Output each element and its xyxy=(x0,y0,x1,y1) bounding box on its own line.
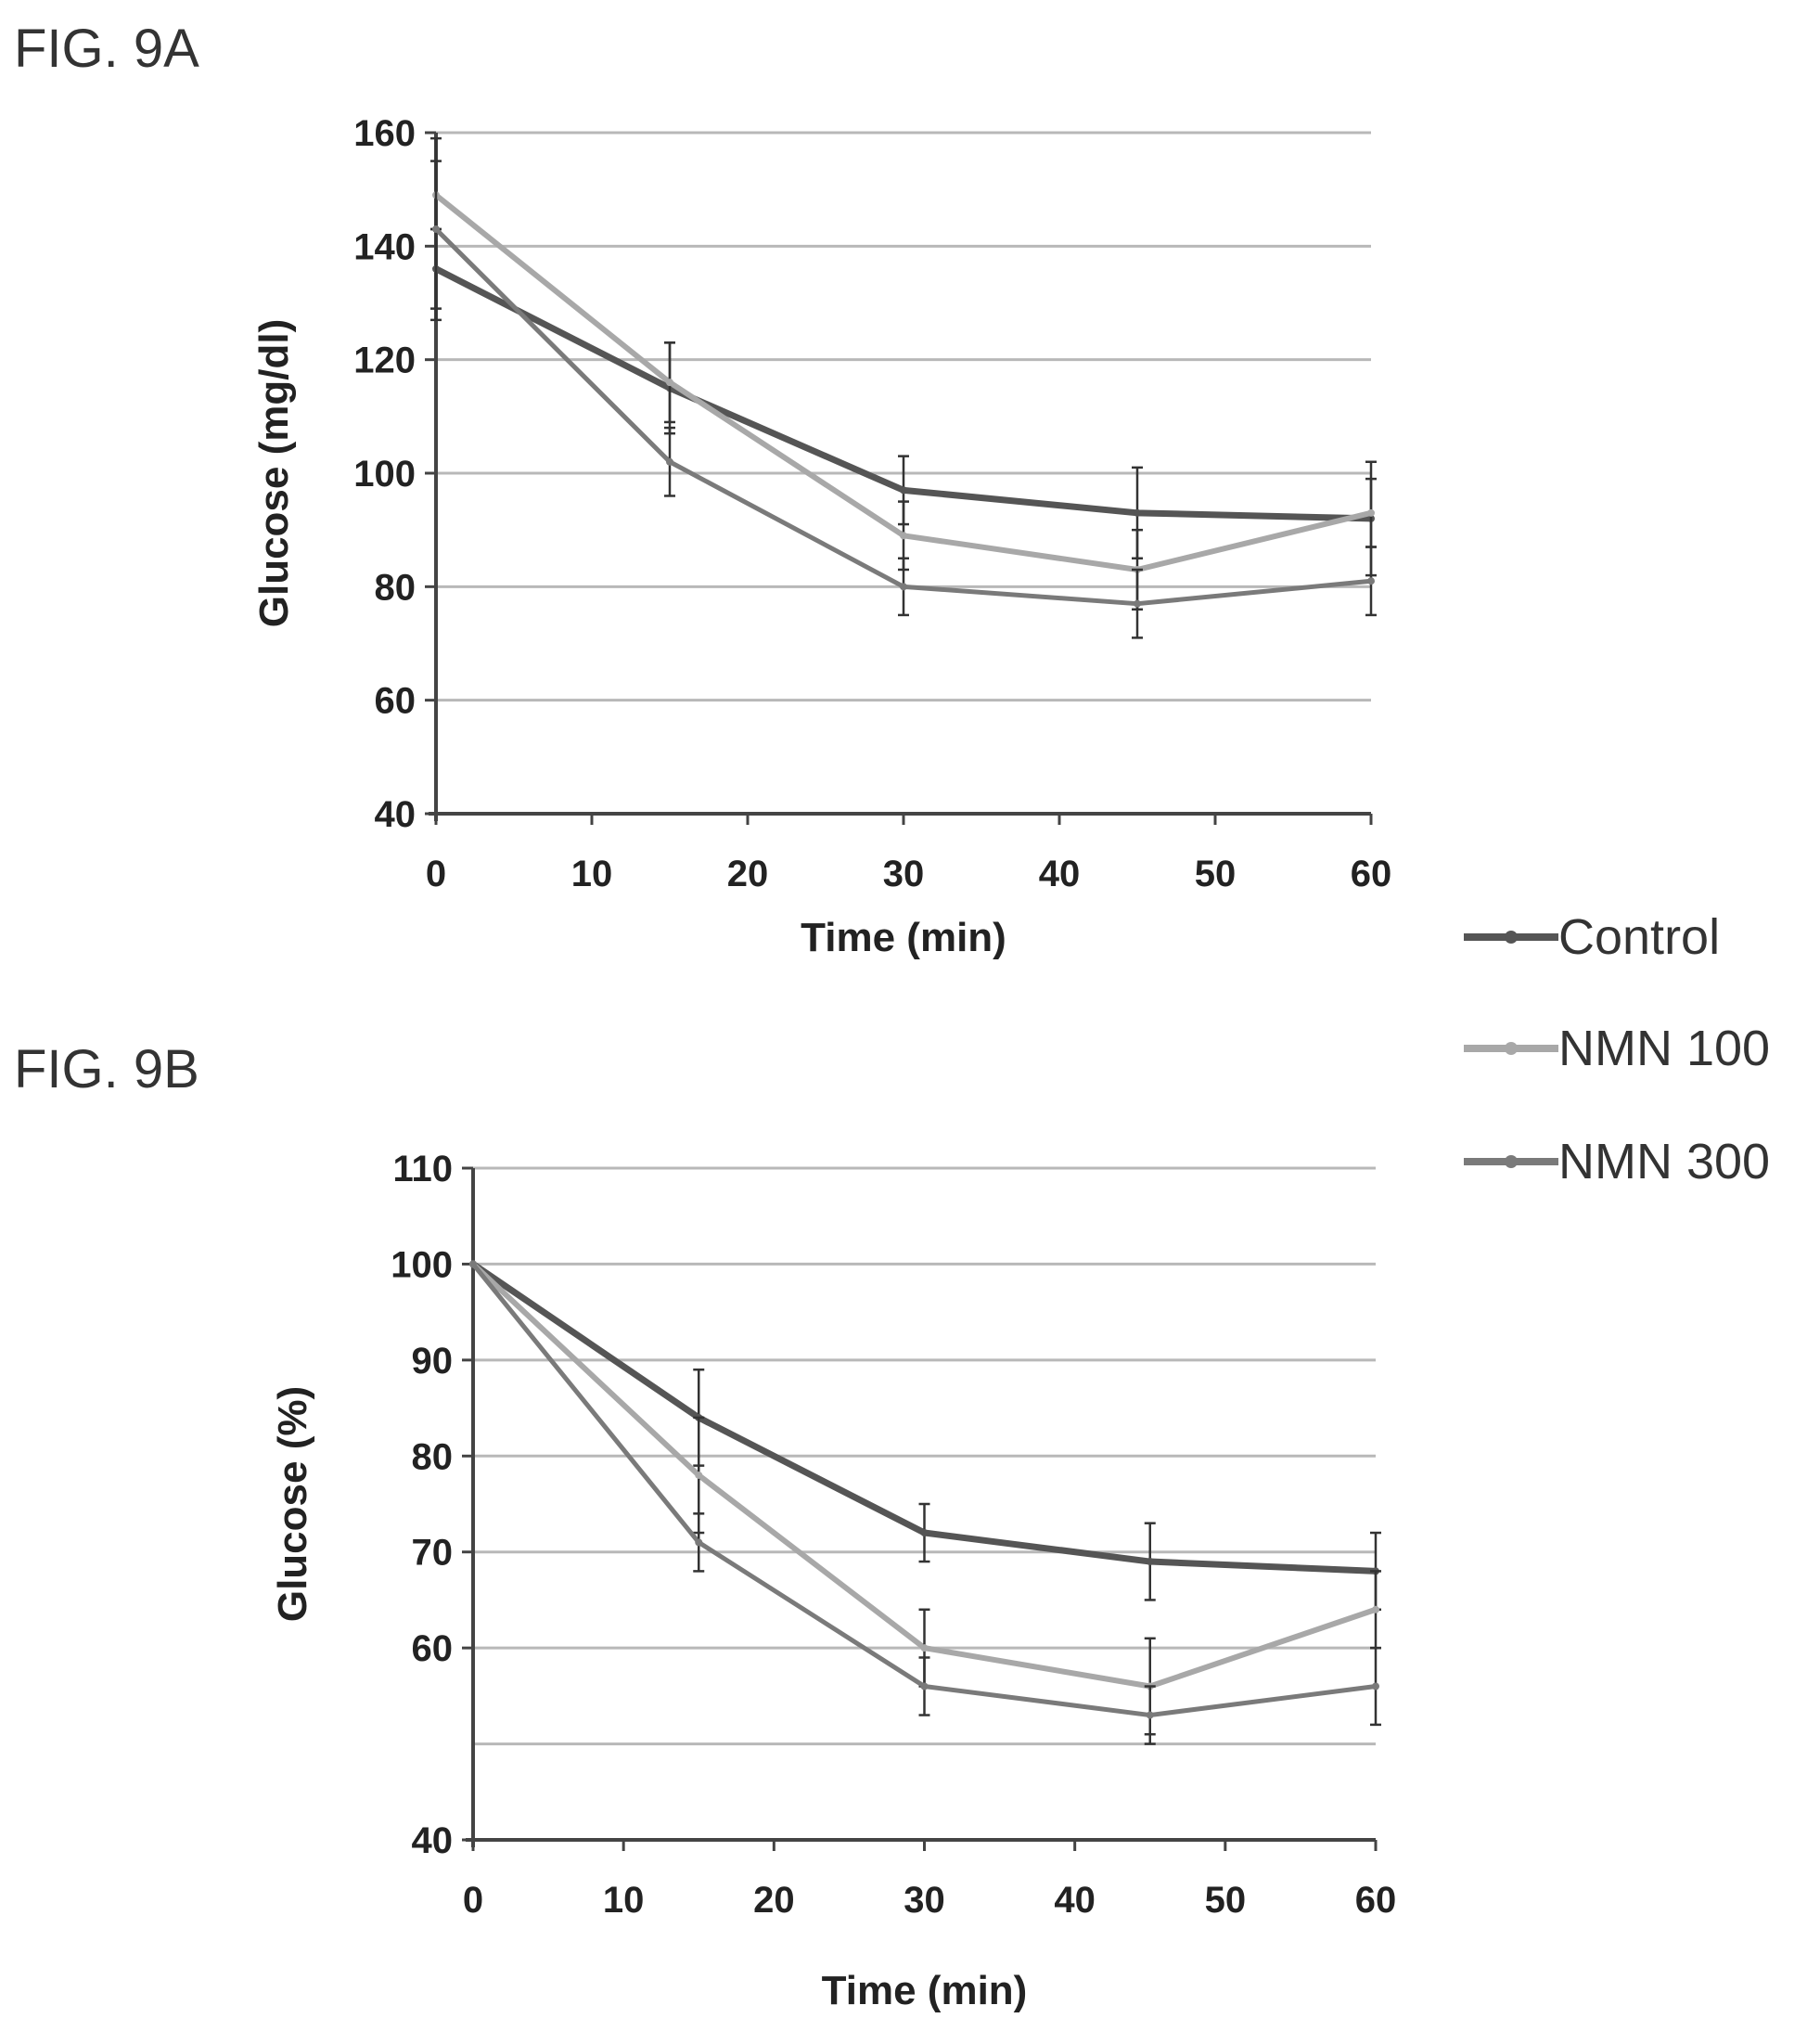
data-point xyxy=(1367,577,1375,585)
y-tick-label: 60 xyxy=(375,681,417,722)
series-nmn-100 xyxy=(430,160,1377,611)
data-point xyxy=(1372,1605,1379,1613)
data-point xyxy=(432,225,440,233)
data-point xyxy=(1367,508,1375,517)
series-control xyxy=(469,1260,1381,1612)
y-tick-label: 80 xyxy=(375,567,417,608)
data-point xyxy=(469,1260,477,1268)
data-point xyxy=(666,457,673,466)
legend-marker xyxy=(1505,931,1518,944)
y-tick-label: 100 xyxy=(353,454,416,495)
data-point xyxy=(1146,1558,1154,1566)
y-tick-label: 100 xyxy=(391,1244,453,1285)
x-axis-title: Time (min) xyxy=(801,915,1006,960)
x-tick-label: 20 xyxy=(753,1880,795,1921)
data-point xyxy=(1134,508,1141,517)
x-tick-label: 30 xyxy=(883,854,925,894)
y-tick-label: 140 xyxy=(353,226,416,267)
y-tick-label: 40 xyxy=(412,1820,454,1861)
legend-marker xyxy=(1505,1042,1518,1055)
legend-entry: NMN 300 xyxy=(1558,1134,1770,1189)
x-tick-label: 20 xyxy=(727,854,769,894)
legend-marker xyxy=(1505,1155,1518,1168)
x-tick-label: 50 xyxy=(1195,854,1237,894)
chart-9a: 40 60 80 100 120 140 160 0 10 20 30 40 50 60 Time (min… xyxy=(251,113,1391,960)
y-tick-label: 40 xyxy=(375,794,417,835)
data-point xyxy=(695,1538,703,1547)
x-tick-label: 60 xyxy=(1355,1880,1397,1921)
y-tick-label: 80 xyxy=(412,1436,454,1477)
data-point xyxy=(1134,599,1141,608)
legend-entry: Control xyxy=(1558,909,1720,965)
data-point xyxy=(1146,1711,1154,1719)
figure-label-9b: FIG. 9B xyxy=(14,1039,199,1099)
chart-9b: 40 60 70 80 90 100 110 0 10 20 30 40 50 60 Time (min) G… xyxy=(270,1149,1396,2013)
y-tick-label: 60 xyxy=(412,1628,454,1669)
x-tick-label: 0 xyxy=(426,854,446,894)
y-axis-title: Glucose (%) xyxy=(270,1386,315,1622)
y-tick-label: 70 xyxy=(412,1533,454,1574)
x-tick-label: 0 xyxy=(463,1880,483,1921)
legend: Control NMN 100 NMN 300 xyxy=(1464,909,1770,1189)
x-axis-title: Time (min) xyxy=(822,1968,1028,2013)
data-point xyxy=(900,532,907,540)
y-axis-title: Glucose (mg/dl) xyxy=(251,319,297,627)
x-tick-label: 10 xyxy=(571,854,613,894)
legend-entry: NMN 100 xyxy=(1558,1021,1770,1076)
data-point xyxy=(695,1471,703,1479)
data-point xyxy=(920,1529,929,1537)
x-tick-label: 40 xyxy=(1039,854,1081,894)
x-tick-label: 50 xyxy=(1205,1880,1247,1921)
figure-label-9a: FIG. 9A xyxy=(14,19,199,79)
data-point xyxy=(1372,1682,1379,1690)
y-tick-label: 160 xyxy=(353,113,416,154)
data-point xyxy=(900,583,907,591)
y-tick-label: 120 xyxy=(353,341,416,381)
data-point xyxy=(900,486,907,495)
data-point xyxy=(920,1682,929,1690)
y-tick-label: 90 xyxy=(412,1341,454,1382)
x-tick-label: 40 xyxy=(1054,1880,1096,1921)
data-point xyxy=(920,1644,929,1652)
data-point xyxy=(666,379,673,387)
x-tick-label: 30 xyxy=(904,1880,945,1921)
series-nmn-300 xyxy=(430,136,1377,639)
x-tick-label: 60 xyxy=(1351,854,1392,894)
y-tick-label: 110 xyxy=(392,1149,453,1189)
x-tick-label: 10 xyxy=(603,1880,645,1921)
series-nmn-300 xyxy=(469,1260,1381,1745)
